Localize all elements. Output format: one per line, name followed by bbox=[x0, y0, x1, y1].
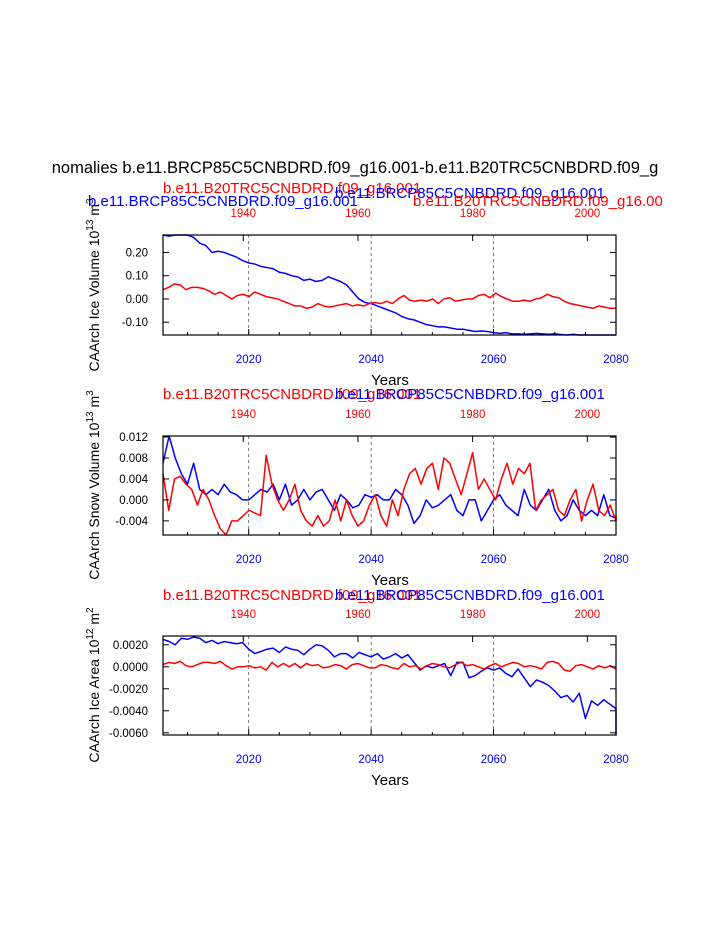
y-tick-label: -0.0020 bbox=[109, 684, 148, 696]
title-red-right: b.e11.B20TRC5CNBDRD.f09_g16.00 bbox=[413, 193, 663, 210]
y-tick-label: 0.0000 bbox=[113, 662, 148, 674]
series-line-historical bbox=[162, 283, 616, 310]
x-tick-label-bottom: 2080 bbox=[603, 754, 629, 766]
chart-panel-2: 0.012 0.008 0.004 0.000 -0.004 2020 2040 2060 20… bbox=[85, 386, 629, 589]
y-tick-label: 0.000 bbox=[119, 495, 148, 507]
series-line-historical bbox=[162, 660, 617, 672]
x-tick-label-bottom: 2040 bbox=[358, 354, 384, 366]
x-tick-label-top: 1940 bbox=[230, 409, 256, 421]
y-tick-label: 0.10 bbox=[126, 271, 148, 283]
x-tick-label-bottom: 2020 bbox=[236, 354, 262, 366]
y-axis-label-name: CAArch Ice Area 10 bbox=[86, 639, 102, 762]
y-tick-label: -0.10 bbox=[122, 317, 148, 329]
x-tick-label-bottom: 2020 bbox=[236, 554, 262, 566]
x-tick-label-bottom: 2060 bbox=[481, 354, 507, 366]
y-axis-label-name: CAArch Snow Volume 10 bbox=[86, 422, 102, 579]
y-tick-label: -0.0040 bbox=[109, 706, 148, 718]
main-title: nomalies b.e11.BRCP85C5CNBDRD.f09_g16.00… bbox=[52, 159, 659, 177]
x-tick-label-top: 1960 bbox=[345, 609, 371, 621]
plot-frame bbox=[162, 635, 617, 736]
x-tick-label-top: 1980 bbox=[460, 409, 486, 421]
title-blue: b.e11.BRCP85C5CNBDRD.f09_g16.001 bbox=[335, 386, 605, 403]
series-line-rcp85 bbox=[162, 636, 617, 736]
x-tick-label-bottom: 2080 bbox=[603, 554, 629, 566]
y-axis-label-unit-exp: 3 bbox=[85, 390, 96, 396]
y-axis-label-unit-exp: 2 bbox=[85, 607, 96, 613]
y-tick-label: -0.004 bbox=[115, 516, 148, 528]
title-blue-left: b.e11.BRCP85C5CNBDRD.f09_g16.001 bbox=[88, 193, 358, 210]
y-axis-label-unit: m bbox=[86, 204, 102, 220]
title-red: b.e11.B20TRC5CNBDRD.f09_g16.001 bbox=[163, 386, 421, 403]
plot-frame bbox=[162, 435, 617, 536]
y-tick-label: 0.004 bbox=[119, 474, 148, 486]
x-tick-label-bottom: 2060 bbox=[481, 754, 507, 766]
y-axis-label-unit: m bbox=[86, 613, 102, 629]
series-line-historical bbox=[162, 452, 617, 536]
series-line-rcp85 bbox=[162, 234, 616, 336]
chart-panel-3: 0.0020 0.0000 -0.0020 -0.0040 -0.0060 2020 204… bbox=[85, 587, 629, 789]
x-tick-label-bottom: 2040 bbox=[358, 754, 384, 766]
x-tick-label-top: 1980 bbox=[460, 208, 486, 220]
x-axis-label: Years bbox=[371, 372, 409, 389]
y-tick-label: 0.008 bbox=[119, 453, 148, 465]
y-axis-label-exp: 13 bbox=[85, 411, 96, 423]
series-line-rcp85 bbox=[162, 435, 617, 525]
x-tick-label-top: 2000 bbox=[575, 609, 601, 621]
y-tick-label: -0.0060 bbox=[109, 728, 148, 740]
x-tick-label-bottom: 2020 bbox=[236, 754, 262, 766]
y-tick-label: 0.20 bbox=[126, 247, 148, 259]
x-tick-label-top: 1940 bbox=[230, 609, 256, 621]
x-tick-label-top: 1980 bbox=[460, 609, 486, 621]
x-tick-label-bottom: 2060 bbox=[481, 554, 507, 566]
title-blue-right: b.e11.BRCP85C5CNBDRD.f09_g16.001 bbox=[335, 185, 605, 202]
y-axis-label-exp: 12 bbox=[85, 628, 96, 640]
x-tick-label-top: 1940 bbox=[230, 208, 256, 220]
y-axis-label-exp: 13 bbox=[85, 219, 96, 231]
y-axis-label-name: CAArch Ice Volume 10 bbox=[86, 230, 102, 371]
x-tick-label-top: 2000 bbox=[575, 409, 601, 421]
y-tick-label: 0.0020 bbox=[113, 640, 148, 652]
x-axis-label: Years bbox=[371, 572, 409, 589]
title-red: b.e11.B20TRC5CNBDRD.f09_g16.001 bbox=[163, 180, 421, 197]
plot-frame bbox=[162, 234, 617, 336]
x-tick-label-bottom: 2080 bbox=[603, 354, 629, 366]
y-axis-label: CAArch Snow Volume 1013 m3 bbox=[85, 390, 102, 580]
y-axis-label: CAArch Ice Volume 1013 m3 bbox=[85, 198, 102, 372]
title-blue: b.e11.BRCP85C5CNBDRD.f09_g16.001 bbox=[335, 587, 605, 604]
x-axis-label: Years bbox=[371, 772, 409, 789]
y-tick-label: 0.012 bbox=[119, 432, 148, 444]
chart-panel-1: 0.20 0.10 0.00 -0.10 2020 2040 2060 2080 1940 196… bbox=[85, 180, 663, 389]
title-red: b.e11.B20TRC5CNBDRD.f09_g16.001 bbox=[163, 587, 421, 604]
y-tick-label: 0.00 bbox=[126, 294, 148, 306]
y-axis-label: CAArch Ice Area 1012 m2 bbox=[85, 607, 102, 763]
x-tick-label-top: 1960 bbox=[345, 208, 371, 220]
x-tick-label-bottom: 2040 bbox=[358, 554, 384, 566]
x-tick-label-top: 2000 bbox=[575, 208, 601, 220]
y-axis-label-unit-exp: 3 bbox=[85, 198, 96, 204]
y-axis-label-unit: m bbox=[86, 396, 102, 412]
x-tick-label-top: 1960 bbox=[345, 409, 371, 421]
